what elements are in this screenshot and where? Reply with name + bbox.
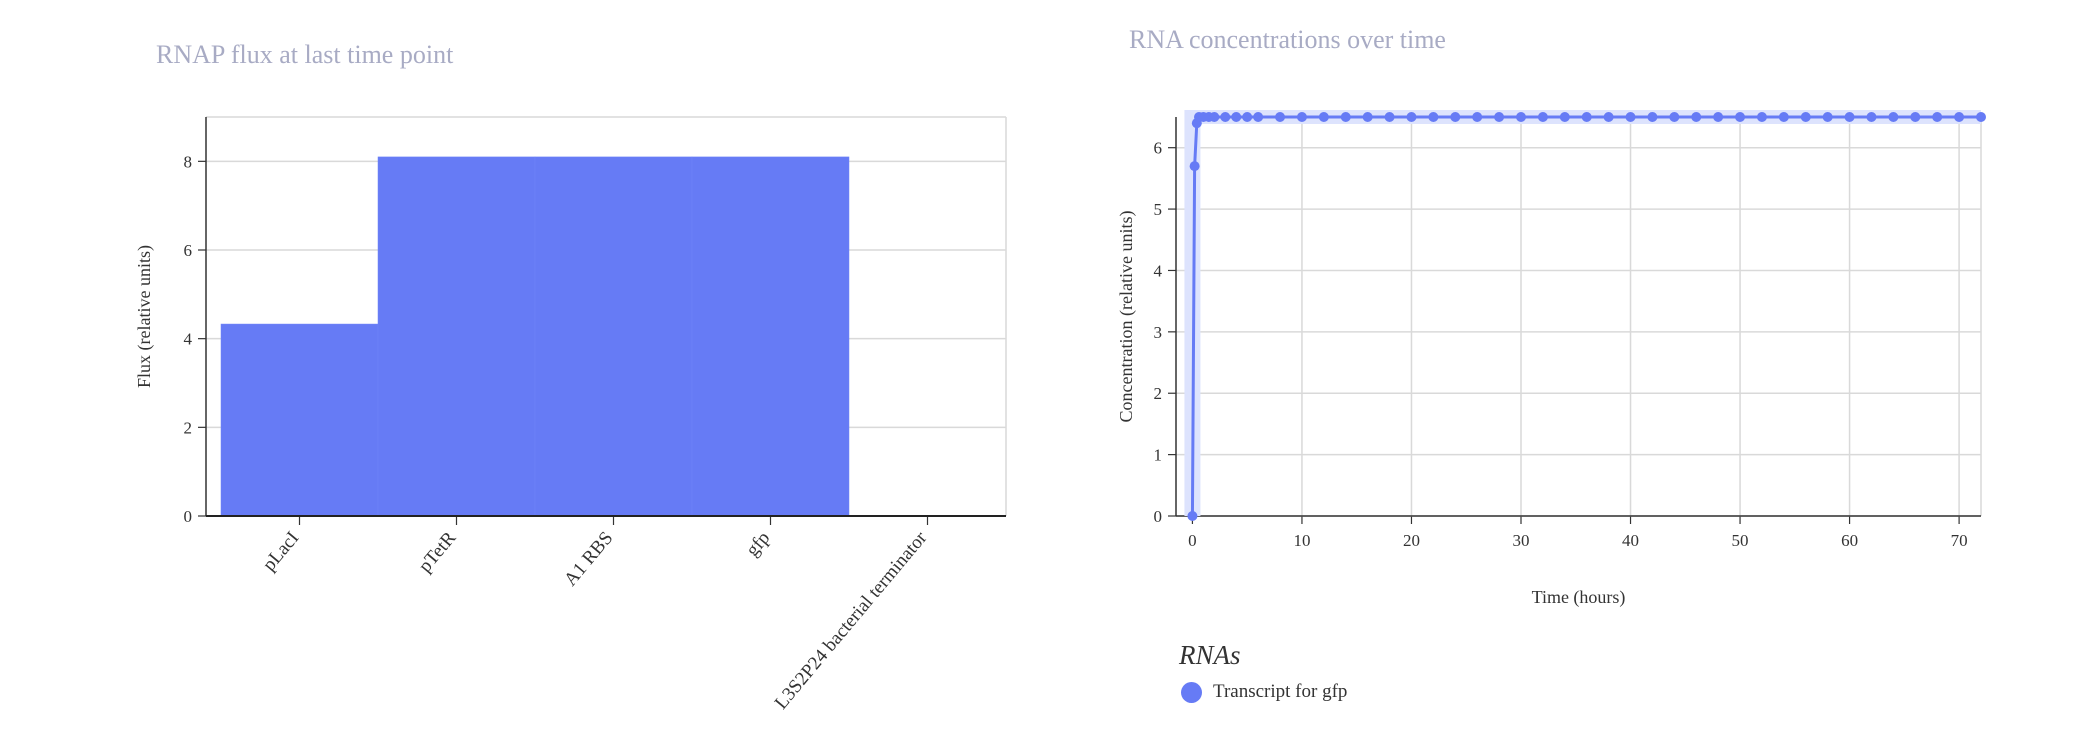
legend-item[interactable]: Transcript for gfp [1179, 681, 1347, 703]
bar [220, 323, 379, 517]
x-tick-label: 50 [1732, 531, 1749, 550]
y-tick-label: 2 [184, 418, 193, 437]
data-point [1647, 112, 1658, 122]
x-tick-label: gfp [742, 528, 774, 561]
y-tick-label: 1 [1154, 446, 1163, 465]
y-tick-label: 4 [1154, 261, 1163, 280]
data-point [1822, 112, 1833, 122]
x-tick-label: 60 [1841, 531, 1858, 550]
x-tick-label: 40 [1622, 531, 1639, 550]
data-point [1253, 112, 1264, 122]
bar [534, 156, 693, 517]
data-point [1472, 112, 1483, 122]
rna-line-chart: 0 10 20 30 40 50 60 70 0 1 2 3 4 5 6 Time (hours) Concen… [1116, 110, 1986, 608]
data-point [1318, 112, 1329, 122]
flux-chart-panel: RNAP flux at last time point 0 2 4 6 8 pLacI p… [134, 40, 1007, 713]
data-point [1537, 112, 1548, 122]
data-point [1187, 511, 1198, 521]
data-point [1625, 112, 1636, 122]
data-point [1296, 112, 1307, 122]
data-point [1888, 112, 1899, 122]
data-point [1494, 112, 1505, 122]
x-tick-label: 0 [1188, 531, 1197, 550]
data-point [1209, 112, 1220, 122]
data-point [1275, 112, 1286, 122]
data-point [1189, 161, 1200, 172]
y-tick-label: 2 [1154, 384, 1163, 403]
y-axis-label: Flux (relative units) [134, 245, 155, 388]
data-point [1669, 112, 1680, 122]
data-point [1406, 112, 1417, 122]
y-tick-label: 8 [184, 152, 193, 171]
data-point [1778, 112, 1789, 122]
legend-title: RNAs [1179, 640, 1241, 670]
data-point [1954, 112, 1965, 122]
x-tick-label: pLacI [259, 528, 304, 575]
bar [377, 156, 536, 517]
data-point [1231, 112, 1242, 122]
legend-label: Transcript for gfp [1213, 681, 1348, 702]
x-tick-label: 30 [1513, 531, 1530, 550]
data-point [1603, 112, 1614, 122]
data-point [1910, 112, 1921, 122]
data-point [1691, 112, 1702, 122]
data-point [1932, 112, 1943, 122]
flux-chart-title: RNAP flux at last time point [156, 40, 454, 69]
x-tick-label: pTetR [415, 527, 461, 576]
legend-swatch [1181, 681, 1202, 703]
y-tick-label: 0 [184, 507, 193, 526]
y-tick-label: 4 [184, 330, 193, 349]
x-tick-label: 10 [1293, 531, 1310, 550]
data-point [1340, 112, 1351, 122]
y-tick-label: 6 [1154, 139, 1163, 158]
rna-chart-panel: RNA concentrations over time 0 10 20 30 40 50… [1046, 0, 2092, 750]
data-point [1581, 112, 1592, 122]
data-point [1976, 112, 1986, 122]
x-axis-label: Time (hours) [1532, 587, 1626, 608]
data-point [1559, 112, 1570, 122]
x-tick-label: A1 RBS [560, 528, 617, 590]
data-point [1450, 112, 1461, 122]
series-line [1190, 115, 1981, 517]
data-point [1384, 112, 1395, 122]
y-tick-label: 5 [1154, 200, 1163, 219]
data-point [1866, 112, 1877, 122]
data-point [1844, 112, 1855, 122]
y-tick-label: 3 [1154, 323, 1163, 342]
rna-legend: RNAs Transcript for gfp [1179, 640, 1347, 703]
bar [691, 156, 850, 517]
data-point [1800, 112, 1811, 122]
x-tick-label: 20 [1403, 531, 1420, 550]
data-point [1428, 112, 1439, 122]
data-point [1242, 112, 1253, 122]
data-point [1713, 112, 1724, 122]
rna-chart-title: RNA concentrations over time [1129, 25, 1446, 54]
data-point [1362, 112, 1373, 122]
y-axis-label: Concentration (relative units) [1116, 211, 1137, 423]
data-point [1220, 112, 1231, 122]
data-point [1756, 112, 1767, 122]
data-point [1735, 112, 1746, 122]
x-tick-label: L3S2P24 bacterial terminator [771, 527, 932, 713]
y-tick-label: 6 [184, 241, 193, 260]
x-tick-label: 70 [1951, 531, 1968, 550]
y-tick-label: 0 [1154, 507, 1163, 526]
data-point [1516, 112, 1526, 122]
